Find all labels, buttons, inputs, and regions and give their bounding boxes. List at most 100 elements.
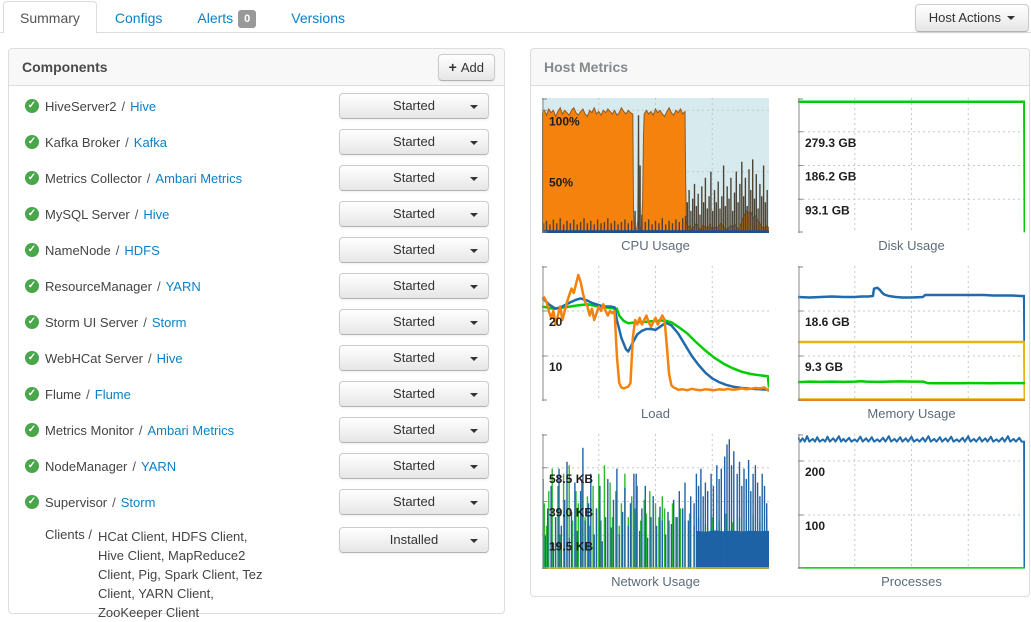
components-panel: Components + Add ✓ HiveServer2/Hive Started…	[8, 48, 505, 620]
component-name: ResourceManager	[45, 278, 152, 294]
health-ok-icon: ✓	[25, 495, 39, 509]
service-link-supervisor[interactable]: Storm	[120, 494, 156, 510]
tab-label: Configs	[114, 10, 163, 26]
chevron-down-icon	[470, 141, 478, 145]
tab-alerts[interactable]: Alerts 0	[180, 1, 273, 36]
tab-configs[interactable]: Configs	[98, 1, 179, 34]
separator: /	[134, 206, 139, 222]
add-component-button[interactable]: + Add	[437, 54, 495, 81]
status-dropdown-metrics-monitor[interactable]: Started	[339, 417, 489, 443]
chart-plot-cpu-usage[interactable]: 100% 50%	[542, 98, 769, 233]
chart-plot-memory-usage[interactable]: 18.6 GB 9.3 GB	[798, 266, 1025, 401]
separator: /	[156, 278, 161, 294]
status-dropdown-hiveserver2[interactable]: Started	[339, 93, 489, 119]
component-row-metrics-collector: ✓ Metrics Collector / Ambari Metrics Started	[9, 160, 504, 196]
separator: /	[143, 314, 147, 330]
component-row-storm-ui-server: ✓ Storm UI Server / Storm Started	[9, 304, 504, 340]
chart-title: Processes	[881, 574, 942, 589]
component-name: HiveServer2	[45, 98, 117, 114]
chevron-down-icon	[470, 285, 478, 289]
status-label: Started	[393, 242, 435, 257]
status-label: Started	[393, 422, 435, 437]
health-ok-icon: ✓	[25, 171, 39, 185]
axis-tick-label: 19.5 KB	[549, 539, 593, 553]
status-dropdown-resourcemanager[interactable]: Started	[339, 273, 489, 299]
chart-title: CPU Usage	[621, 238, 690, 253]
status-label: Started	[393, 170, 435, 185]
status-dropdown-webhcat-server[interactable]: Started	[339, 345, 489, 371]
tab-label: Versions	[291, 10, 345, 26]
component-name: Metrics Monitor	[45, 422, 134, 438]
chart-plot-network-usage[interactable]: 58.5 KB 39.0 KB 19.5 KB	[542, 434, 769, 569]
status-dropdown-kafka-broker[interactable]: Started	[339, 129, 489, 155]
status-label: Started	[393, 386, 435, 401]
service-link-metrics-monitor[interactable]: Ambari Metrics	[147, 422, 235, 438]
component-name: Metrics Collector	[45, 170, 142, 186]
chevron-down-icon	[470, 321, 478, 325]
service-link-resourcemanager[interactable]: YARN	[165, 278, 201, 294]
status-dropdown-namenode[interactable]: Started	[339, 237, 489, 263]
plus-icon: +	[448, 59, 457, 75]
service-link-namenode[interactable]: HDFS	[124, 242, 160, 258]
status-dropdown-flume[interactable]: Started	[339, 381, 489, 407]
component-row-metrics-monitor: ✓ Metrics Monitor / Ambari Metrics Started	[9, 412, 504, 448]
axis-tick-label: 186.2 GB	[805, 170, 857, 184]
chart-plot-disk-usage[interactable]: 279.3 GB 186.2 GB 93.1 GB	[798, 98, 1025, 233]
axis-tick-label: 50%	[549, 176, 573, 190]
components-title: Components	[22, 59, 108, 75]
host-metrics-panel: Host Metrics 100% 50% CPU Usage 279.3 GB 186…	[530, 48, 1030, 597]
chevron-down-icon	[470, 501, 478, 505]
component-row-flume: ✓ Flume / Flume Started	[9, 376, 504, 412]
service-link-webhcat-server[interactable]: Hive	[156, 350, 183, 366]
axis-tick-label: 20	[549, 315, 563, 329]
host-actions-button[interactable]: Host Actions	[914, 4, 1029, 32]
separator: /	[148, 350, 152, 366]
chart-disk-usage: 279.3 GB 186.2 GB 93.1 GB Disk Usage	[798, 98, 1025, 253]
component-row-resourcemanager: ✓ ResourceManager / YARN Started	[9, 268, 504, 304]
clients-label: Clients /	[45, 527, 92, 542]
add-button-label: Add	[460, 60, 484, 75]
component-row-hiveserver2: ✓ HiveServer2/Hive Started	[9, 88, 504, 124]
chevron-down-icon	[470, 213, 478, 217]
axis-tick-label: 58.5 KB	[549, 472, 593, 486]
status-dropdown-mysql-server[interactable]: Started	[339, 201, 489, 227]
components-panel-heading: Components + Add	[9, 49, 504, 86]
component-name: NodeManager	[45, 458, 128, 474]
host-actions-label: Host Actions	[928, 10, 1001, 25]
health-ok-icon: ✓	[25, 387, 39, 401]
service-link-hiveserver2[interactable]: Hive	[130, 98, 157, 114]
chart-plot-processes[interactable]: 200 100	[798, 434, 1025, 569]
axis-tick-label: 100%	[549, 114, 580, 128]
component-row-namenode: ✓ NameNode / HDFS Started	[9, 232, 504, 268]
component-name: Flume	[45, 386, 82, 402]
status-dropdown-nodemanager[interactable]: Started	[339, 453, 489, 479]
status-dropdown-supervisor[interactable]: Started	[339, 489, 489, 515]
component-row-webhcat-server: ✓ WebHCat Server / Hive Started	[9, 340, 504, 376]
service-link-nodemanager[interactable]: YARN	[141, 458, 177, 474]
status-label: Started	[393, 458, 435, 473]
chevron-down-icon	[470, 105, 478, 109]
status-dropdown-clients[interactable]: Installed	[339, 527, 489, 553]
status-label: Started	[393, 98, 435, 113]
tab-summary[interactable]: Summary	[3, 1, 97, 34]
service-link-storm-ui-server[interactable]: Storm	[151, 314, 187, 330]
axis-tick-label: 200	[805, 465, 825, 479]
component-row-kafka-broker: ✓ Kafka Broker / Kafka Started	[9, 124, 504, 160]
alerts-count-badge: 0	[238, 10, 257, 28]
status-dropdown-storm-ui-server[interactable]: Started	[339, 309, 489, 335]
component-name: Storm UI Server	[45, 314, 139, 330]
service-link-metrics-collector[interactable]: Ambari Metrics	[155, 170, 243, 186]
tab-label: Summary	[20, 10, 80, 26]
service-link-flume[interactable]: Flume	[94, 386, 131, 402]
separator: /	[115, 242, 120, 258]
health-ok-icon: ✓	[25, 243, 39, 257]
service-link-kafka-broker[interactable]: Kafka	[133, 134, 168, 150]
status-dropdown-metrics-collector[interactable]: Started	[339, 165, 489, 191]
health-ok-icon: ✓	[25, 423, 39, 437]
chart-load: 20 10 Load	[542, 266, 769, 421]
separator: /	[112, 494, 116, 510]
health-ok-icon: ✓	[25, 279, 39, 293]
tab-versions[interactable]: Versions	[274, 1, 362, 34]
service-link-mysql-server[interactable]: Hive	[143, 206, 170, 222]
